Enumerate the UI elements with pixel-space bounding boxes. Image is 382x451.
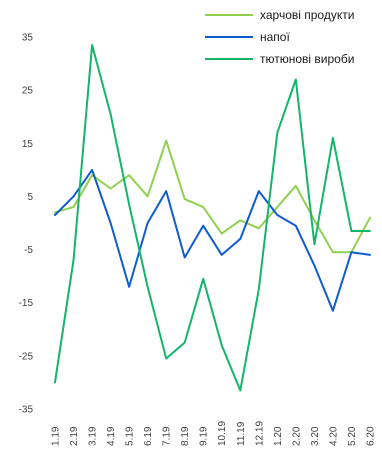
x-tick-label: 5.19: [125, 426, 136, 446]
x-tick-label: 6.19: [143, 426, 154, 446]
x-tick-label: 3.20: [310, 426, 321, 446]
x-tick-label: 4.19: [106, 426, 117, 446]
x-tick-label: 1.20: [273, 426, 284, 446]
y-axis: 35 25 15 5 -5 -15 -25 -35: [19, 33, 34, 416]
y-tick-label: -5: [24, 245, 33, 256]
x-tick-label: 10.19: [217, 421, 228, 446]
x-tick-label: 11.19: [236, 421, 247, 446]
x-tick-label: 6.20: [365, 426, 376, 446]
x-tick-label: 12.19: [254, 421, 265, 446]
x-tick-label: 2.20: [291, 426, 302, 446]
y-tick-label: 5: [27, 192, 33, 203]
series-line-3: [54, 44, 371, 392]
y-tick-label: 25: [22, 86, 34, 97]
x-tick-label: 3.19: [88, 426, 99, 446]
legend-label: тютюнові вироби: [260, 52, 354, 66]
x-tick-label: 1.19: [51, 426, 62, 446]
x-tick-label: 7.19: [162, 426, 173, 446]
legend-label: напої: [260, 30, 290, 44]
x-tick-label: 8.19: [180, 426, 191, 446]
series-line-2: [54, 168, 371, 312]
legend: харчові продукти напої тютюнові вироби: [205, 8, 354, 66]
x-tick-label: 4.20: [328, 426, 339, 446]
x-axis: 1.19 2.19 3.19 4.19 5.19 6.19 7.19 8.19 9.19 10.1…: [51, 421, 377, 446]
y-tick-label: -25: [19, 351, 34, 362]
y-tick-label: 15: [22, 139, 34, 150]
legend-label: харчові продукти: [260, 8, 354, 22]
x-tick-label: 5.20: [347, 426, 358, 446]
y-tick-label: -15: [19, 298, 34, 309]
y-tick-label: 35: [22, 33, 34, 44]
x-tick-label: 9.19: [199, 426, 210, 446]
x-tick-label: 2.19: [69, 426, 80, 446]
y-tick-label: -35: [19, 405, 34, 416]
series-layer: [54, 44, 371, 392]
